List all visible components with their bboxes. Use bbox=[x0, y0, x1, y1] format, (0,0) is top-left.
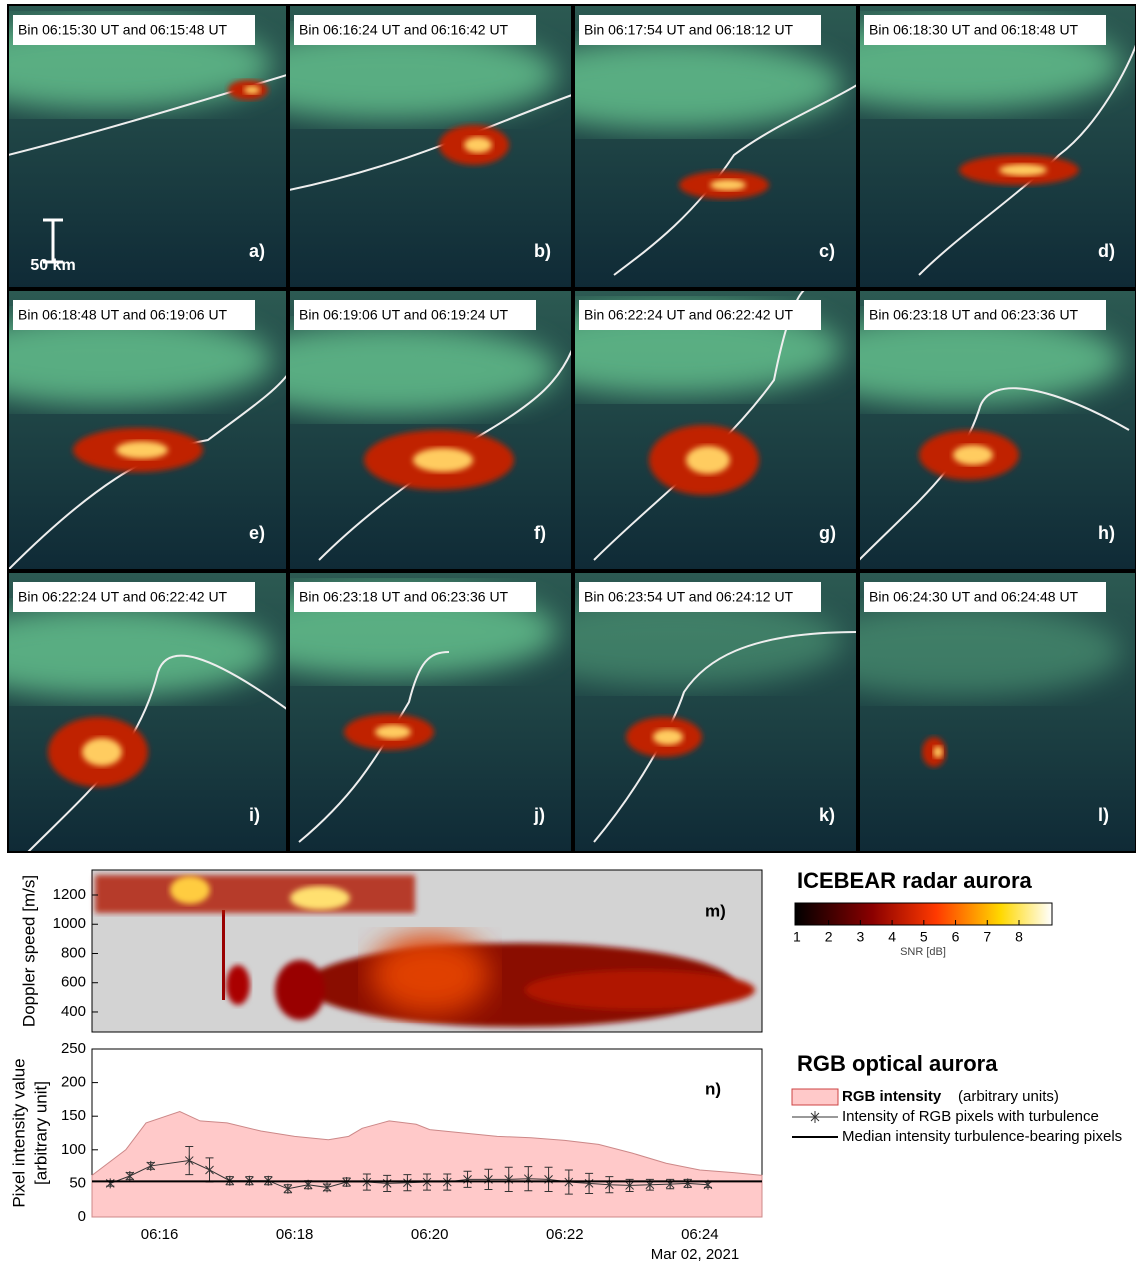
colorbar-tick-label: 7 bbox=[983, 929, 991, 945]
colorbar-tick-label: 8 bbox=[1015, 929, 1023, 945]
x-tick-label: 06:20 bbox=[411, 1226, 449, 1243]
legend-label: RGB intensity bbox=[842, 1088, 942, 1105]
date-label: Mar 02, 2021 bbox=[651, 1246, 739, 1263]
x-tick-label: 06:22 bbox=[546, 1226, 584, 1243]
y-axis-label: Pixel intensity value bbox=[9, 1058, 28, 1207]
legend-swatch bbox=[792, 1089, 838, 1105]
y-tick-label: 1200 bbox=[53, 886, 86, 903]
y-tick-label: 200 bbox=[61, 1074, 86, 1091]
y-axis-label: Doppler speed [m/s] bbox=[19, 875, 38, 1027]
image-panel: Bin 06:18:48 UT and 06:19:06 UT e) bbox=[0, 290, 291, 570]
bin-label: Bin 06:19:06 UT and 06:19:24 UT bbox=[299, 307, 509, 323]
y-tick-label: 1000 bbox=[53, 915, 86, 932]
image bbox=[0, 290, 291, 570]
panel-letter: i) bbox=[249, 805, 260, 825]
y-tick-label: 400 bbox=[61, 1003, 86, 1020]
y-tick-label: 250 bbox=[61, 1040, 86, 1057]
panel-letter: n) bbox=[705, 1079, 721, 1098]
bin-label: Bin 06:23:18 UT and 06:23:36 UT bbox=[299, 589, 509, 605]
colorbar-tick-label: 2 bbox=[825, 929, 833, 945]
colorbar-tick-label: 1 bbox=[793, 929, 801, 945]
bin-label: Bin 06:17:54 UT and 06:18:12 UT bbox=[584, 22, 794, 38]
panel-letter: d) bbox=[1098, 241, 1115, 261]
panel-letter: f) bbox=[534, 523, 546, 543]
panel-letter: k) bbox=[819, 805, 835, 825]
bin-label: Bin 06:22:24 UT and 06:22:42 UT bbox=[18, 589, 228, 605]
colorbar-title: ICEBEAR radar aurora bbox=[797, 868, 1033, 893]
bin-label: Bin 06:18:30 UT and 06:18:48 UT bbox=[869, 22, 1079, 38]
image-panel: Bin 06:22:24 UT and 06:22:42 UT i) bbox=[0, 572, 291, 852]
radar-echo-core bbox=[413, 448, 473, 472]
image bbox=[0, 572, 291, 852]
panel-letter: e) bbox=[249, 523, 265, 543]
y-tick-label: 800 bbox=[61, 944, 86, 961]
x-tick-label: 06:18 bbox=[276, 1226, 314, 1243]
radar-echo-core bbox=[375, 725, 411, 739]
bin-label: Bin 06:24:30 UT and 06:24:48 UT bbox=[869, 589, 1079, 605]
radar-echo-core bbox=[82, 738, 122, 766]
panel-letter: c) bbox=[819, 241, 835, 261]
page: {"panels":[ {"bin":"Bin 06:15:30 UT and … bbox=[0, 0, 1136, 1266]
legend-unit: (arbitrary units) bbox=[958, 1088, 1059, 1105]
radar-echo-core bbox=[710, 179, 746, 190]
colorbar-tick-label: 3 bbox=[856, 929, 864, 945]
bin-label: Bin 06:15:30 UT and 06:15:48 UT bbox=[18, 22, 228, 38]
radar-echo-core bbox=[244, 86, 260, 94]
legend-label: Intensity of RGB pixels with turbulence bbox=[842, 1108, 1099, 1125]
bin-label: Bin 06:23:54 UT and 06:24:12 UT bbox=[584, 589, 794, 605]
radar-echo-core bbox=[933, 746, 943, 758]
radar-echo-core bbox=[953, 445, 993, 465]
y-tick-label: 50 bbox=[69, 1174, 86, 1191]
figure: Bin 06:15:30 UT and 06:15:48 UTa)Bin 06:… bbox=[0, 0, 1136, 1266]
radar-echo-core bbox=[999, 164, 1047, 176]
panel-n: 0 50 100 150 200 250 06:16 06:18 06:20 06:22 06:24… bbox=[9, 1040, 1122, 1263]
colorbar-label: SNR [dB] bbox=[900, 946, 946, 958]
x-tick-label: 06:16 bbox=[141, 1226, 179, 1243]
y-tick-label: 100 bbox=[61, 1141, 86, 1158]
panel-letter: h) bbox=[1098, 523, 1115, 543]
colorbar-tick-label: 6 bbox=[952, 929, 960, 945]
image bbox=[0, 5, 287, 288]
colorbar-tick-label: 5 bbox=[920, 929, 928, 945]
radar-echo-core bbox=[686, 446, 730, 474]
y-tick-label: 150 bbox=[61, 1107, 86, 1124]
bin-label: Bin 06:18:48 UT and 06:19:06 UT bbox=[18, 307, 228, 323]
radar-echo-core bbox=[653, 729, 683, 745]
panel-letter: l) bbox=[1098, 805, 1109, 825]
legend-title: RGB optical aurora bbox=[797, 1051, 998, 1076]
y-tick-label: 0 bbox=[78, 1208, 86, 1225]
bin-label: Bin 06:16:24 UT and 06:16:42 UT bbox=[299, 22, 509, 38]
legend-label: Median intensity turbulence-bearing pixe… bbox=[842, 1128, 1122, 1145]
panel-letter: b) bbox=[534, 241, 551, 261]
panel-letter: j) bbox=[533, 805, 545, 825]
panel-letter: m) bbox=[705, 901, 726, 920]
radar-echo-core bbox=[116, 441, 168, 459]
bin-label: Bin 06:22:24 UT and 06:22:42 UT bbox=[584, 307, 794, 323]
colorbar-tick-label: 4 bbox=[888, 929, 896, 945]
y-axis-label: [arbitrary unit] bbox=[31, 1081, 50, 1185]
bin-label: Bin 06:23:18 UT and 06:23:36 UT bbox=[869, 307, 1079, 323]
image-panels: Bin 06:15:30 UT and 06:15:48 UTa)Bin 06:… bbox=[0, 5, 1136, 852]
y-tick-label: 600 bbox=[61, 974, 86, 991]
image-panel: Bin 06:15:30 UT and 06:15:48 UT a) bbox=[0, 5, 287, 288]
radar-echo-core bbox=[464, 137, 492, 153]
panel-letter: a) bbox=[249, 241, 265, 261]
x-tick-label: 06:24 bbox=[681, 1226, 719, 1243]
panel-letter: g) bbox=[819, 523, 836, 543]
